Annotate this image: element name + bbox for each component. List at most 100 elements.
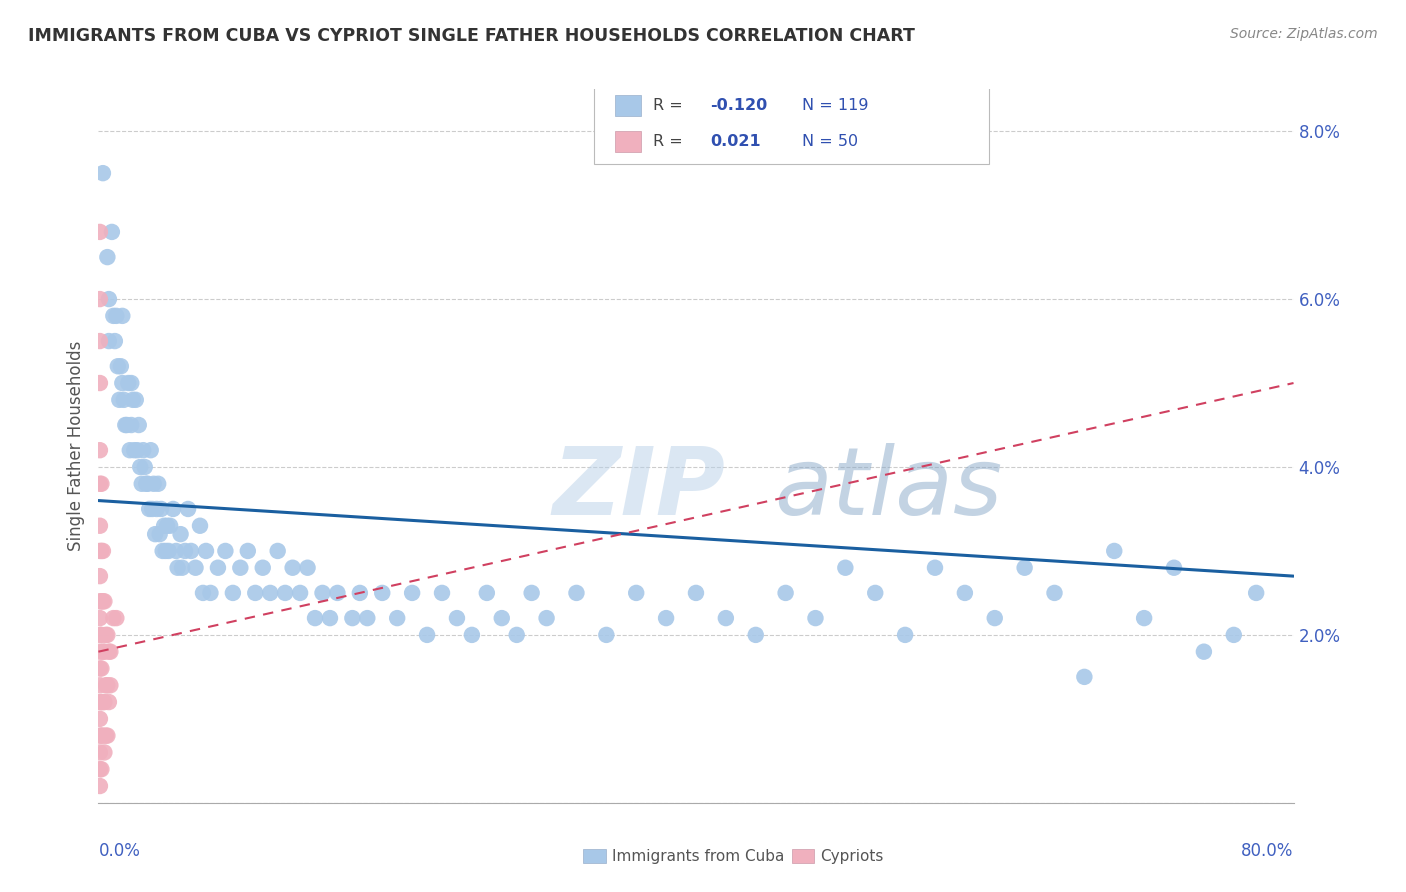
Point [135, 476, 157, 491]
Point [745, 628, 768, 642]
Point [91, 645, 114, 659]
Point [326, 586, 349, 600]
Point [430, 586, 453, 600]
Point [94, 678, 117, 692]
Point [143, 527, 166, 541]
Point [342, 611, 364, 625]
Point [162, 502, 184, 516]
Point [121, 392, 143, 407]
Point [93, 746, 115, 760]
Point [267, 544, 290, 558]
Point [177, 502, 200, 516]
Point [169, 527, 191, 541]
Point [229, 560, 252, 574]
Point [89, 678, 111, 692]
Point [259, 586, 281, 600]
Point [1133, 611, 1156, 625]
Point [416, 628, 439, 642]
Point [714, 611, 737, 625]
Point [222, 586, 245, 600]
Point [118, 443, 141, 458]
Text: N = 50: N = 50 [803, 134, 859, 149]
Point [89, 569, 111, 583]
Point [311, 586, 333, 600]
Point [94, 628, 117, 642]
Point [93, 594, 115, 608]
Point [127, 443, 149, 458]
Point [89, 443, 111, 458]
Point [195, 544, 218, 558]
Point [184, 560, 207, 574]
Point [89, 762, 111, 776]
Point [96, 729, 118, 743]
Point [180, 544, 202, 558]
Point [319, 611, 342, 625]
Point [953, 586, 976, 600]
Point [89, 594, 111, 608]
Point [1244, 586, 1267, 600]
Point [165, 544, 187, 558]
Text: R =: R = [652, 98, 688, 113]
Text: Immigrants from Cuba: Immigrants from Cuba [612, 849, 785, 863]
Point [89, 476, 111, 491]
Point [1073, 670, 1095, 684]
Text: -0.120: -0.120 [710, 98, 768, 113]
Point [89, 695, 111, 709]
Point [1014, 560, 1036, 574]
Point [297, 560, 319, 574]
Point [155, 544, 177, 558]
Point [132, 443, 155, 458]
FancyBboxPatch shape [614, 95, 641, 116]
Point [89, 544, 111, 558]
Point [200, 586, 222, 600]
Point [96, 678, 118, 692]
Text: N = 119: N = 119 [803, 98, 869, 113]
Point [685, 586, 707, 600]
Point [984, 611, 1007, 625]
Point [138, 502, 160, 516]
Point [134, 460, 156, 475]
Text: ZIP: ZIP [553, 442, 725, 535]
Point [304, 611, 326, 625]
Point [110, 359, 132, 374]
Point [97, 292, 120, 306]
Point [103, 309, 125, 323]
Point [188, 518, 211, 533]
Point [595, 628, 617, 642]
Point [349, 586, 371, 600]
Point [96, 628, 118, 642]
Point [89, 628, 111, 642]
Point [461, 628, 484, 642]
Point [90, 628, 112, 642]
Point [120, 417, 142, 432]
Point [128, 417, 150, 432]
Point [115, 417, 138, 432]
Point [98, 645, 122, 659]
Point [107, 359, 129, 374]
Point [157, 544, 180, 558]
Text: R =: R = [652, 134, 688, 149]
Point [174, 544, 197, 558]
Point [139, 443, 162, 458]
Point [159, 518, 181, 533]
Point [565, 586, 588, 600]
Point [90, 476, 112, 491]
Point [236, 544, 259, 558]
Point [207, 560, 229, 574]
Point [274, 586, 297, 600]
Point [536, 611, 558, 625]
Point [90, 695, 112, 709]
Point [626, 586, 648, 600]
Point [520, 586, 543, 600]
Point [214, 544, 236, 558]
Point [148, 476, 170, 491]
Point [356, 611, 378, 625]
Point [655, 611, 678, 625]
Point [153, 518, 176, 533]
Point [89, 334, 111, 348]
Point [89, 376, 111, 390]
Point [111, 309, 134, 323]
Point [1104, 544, 1126, 558]
Point [89, 225, 111, 239]
Point [252, 560, 274, 574]
